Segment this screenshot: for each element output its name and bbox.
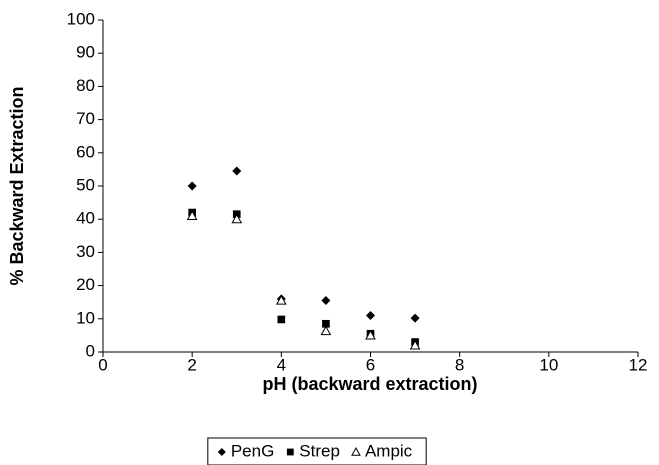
y-tick-label: 0 (86, 341, 95, 360)
legend: PenG Strep Ampic (207, 437, 427, 465)
point (410, 313, 420, 323)
x-axis-label: pH (backward extraction) (262, 374, 477, 394)
x-tick-label: 2 (187, 355, 196, 374)
marker (217, 448, 226, 456)
x-tick-label: 6 (366, 355, 375, 374)
y-tick-label: 30 (76, 242, 95, 261)
point (186, 210, 198, 220)
y-tick-label: 40 (76, 209, 95, 228)
y-tick-label: 70 (76, 109, 95, 128)
marker (286, 448, 294, 456)
legend-box (207, 437, 427, 465)
y-tick-label: 80 (76, 76, 95, 95)
y-tick-label: 60 (76, 142, 95, 161)
y-tick-label: 20 (76, 275, 95, 294)
x-tick-label: 0 (98, 355, 107, 374)
y-tick-label: 90 (76, 43, 95, 62)
point (409, 339, 421, 350)
point (232, 166, 242, 176)
x-tick-label: 12 (629, 355, 648, 374)
point (277, 315, 286, 324)
point (365, 329, 376, 340)
point (321, 296, 331, 306)
point (231, 213, 243, 224)
point (322, 319, 330, 328)
point (366, 310, 375, 320)
point (187, 181, 197, 191)
y-tick-label: 100 (67, 9, 95, 28)
x-tick-label: 4 (277, 355, 286, 374)
x-tick-label: 10 (539, 355, 558, 374)
y-tick-label: 10 (76, 308, 95, 327)
legend-label: Ampic (365, 441, 413, 460)
y-tick-label: 50 (76, 175, 95, 194)
legend-label: PenG (231, 441, 274, 460)
legend-label: Strep (299, 441, 340, 460)
point (275, 295, 287, 305)
point (320, 325, 332, 336)
x-tick-label: 8 (455, 355, 464, 374)
marker (351, 446, 361, 456)
y-axis-label: % Backward Extraction (7, 86, 27, 285)
